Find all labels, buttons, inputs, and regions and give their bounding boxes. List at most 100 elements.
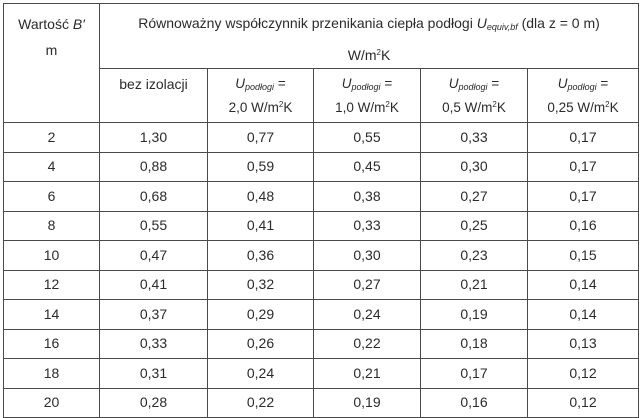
u-value-cell: 0,45 bbox=[313, 151, 421, 182]
table-row: 8 0,55 0,41 0,33 0,25 0,16 bbox=[3, 210, 640, 241]
u-value-cell: 0,19 bbox=[313, 387, 421, 418]
u-value-cell: 0,24 bbox=[207, 358, 314, 389]
col-sup: 2 bbox=[605, 100, 610, 109]
col-unit: K bbox=[389, 100, 399, 115]
col-value: 1,0 W/m bbox=[335, 100, 386, 115]
col-sup: 2 bbox=[278, 100, 284, 109]
b-value-cell: 10 bbox=[3, 240, 100, 271]
b-symbol: B' bbox=[72, 16, 85, 32]
b-value-cell: 6 bbox=[3, 181, 100, 212]
u-value-cell: 0,88 bbox=[99, 151, 208, 182]
b-value-cell: 18 bbox=[3, 358, 100, 389]
u-value-cell: 0,12 bbox=[526, 387, 640, 418]
col-eq: = bbox=[487, 76, 500, 91]
u-value-cell: 0,27 bbox=[313, 269, 421, 300]
u-value-cell: 0,24 bbox=[313, 299, 421, 330]
col-symbol: U bbox=[235, 76, 246, 91]
u-value-cell: 0,21 bbox=[420, 269, 528, 300]
table-row: 12 0,41 0,32 0,27 0,21 0,14 bbox=[3, 269, 640, 300]
col-sup: 2 bbox=[492, 100, 497, 109]
table-row: 4 0,88 0,59 0,45 0,30 0,17 bbox=[3, 151, 640, 182]
table-row: 2 1,30 0,77 0,55 0,33 0,17 bbox=[3, 122, 640, 153]
col-unit: K bbox=[283, 100, 293, 115]
u-value-cell: 0,37 bbox=[99, 299, 208, 330]
col-header-u-0-25: Upodłogi = 0,25 W/m2K bbox=[526, 68, 640, 123]
u-value-cell: 0,30 bbox=[420, 151, 528, 182]
col-value: 2,0 W/m bbox=[228, 100, 279, 115]
u-value-cell: 0,23 bbox=[420, 240, 528, 271]
u-value-cell: 0,21 bbox=[313, 358, 421, 389]
group-unit: W/m bbox=[347, 47, 377, 63]
table-row: 16 0,33 0,26 0,22 0,18 0,13 bbox=[3, 328, 640, 359]
table-row: 10 0,47 0,36 0,30 0,23 0,15 bbox=[3, 240, 640, 271]
b-value-cell: 8 bbox=[3, 210, 100, 241]
u-value-cell: 0,32 bbox=[207, 269, 314, 300]
u-value-cell: 0,33 bbox=[420, 122, 528, 153]
u-value-cell: 0,33 bbox=[99, 328, 208, 359]
col-unit: K bbox=[609, 100, 619, 115]
u-value-cell: 0,28 bbox=[99, 387, 208, 418]
u-value-cell: 0,16 bbox=[420, 387, 528, 418]
col-eq: = bbox=[380, 76, 393, 91]
u-value-cell: 0,13 bbox=[526, 328, 640, 359]
u-value-cell: 0,18 bbox=[420, 328, 528, 359]
col-header-no-insulation: bez izolacji bbox=[99, 68, 208, 123]
u-value-cell: 0,17 bbox=[526, 181, 640, 212]
u-value-cell: 0,55 bbox=[313, 122, 421, 153]
group-unit-post: K bbox=[380, 47, 391, 63]
group-header: Równoważny współczynnik przenikania ciep… bbox=[98, 3, 640, 69]
u-value-cell: 0,33 bbox=[313, 210, 421, 241]
b-value-cell: 16 bbox=[3, 328, 100, 359]
u-value-cell: 0,77 bbox=[207, 122, 314, 153]
table-row: 20 0,28 0,22 0,19 0,16 0,12 bbox=[3, 387, 640, 418]
b-label: Wartość bbox=[18, 16, 73, 32]
b-value-cell: 12 bbox=[3, 269, 100, 300]
u-value-cell: 0,41 bbox=[207, 210, 314, 241]
u-value-cell: 0,17 bbox=[526, 151, 640, 182]
group-condition: (dla z = 0 m) bbox=[517, 15, 600, 31]
col-subscript: podłogi bbox=[567, 82, 597, 92]
u-value-cell: 0,36 bbox=[207, 240, 314, 271]
b-value-cell: 20 bbox=[3, 387, 100, 418]
u-value-cell: 0,12 bbox=[526, 358, 640, 389]
u-value-cell: 0,19 bbox=[420, 299, 528, 330]
col-sup: 2 bbox=[385, 100, 390, 109]
table-row: 6 0,68 0,48 0,38 0,27 0,17 bbox=[3, 181, 640, 212]
group-title: Równoważny współczynnik przenikania ciep… bbox=[138, 15, 477, 31]
u-value-cell: 0,31 bbox=[99, 358, 208, 389]
b-value-cell: 4 bbox=[3, 151, 100, 182]
b-value-cell: 14 bbox=[3, 299, 100, 330]
u-value-cell: 1,30 bbox=[99, 122, 208, 153]
b-value-header: Wartość B' m bbox=[3, 3, 100, 123]
group-subscript: equiv,bf bbox=[486, 22, 518, 32]
col-eq: = bbox=[596, 76, 609, 91]
col-subscript: podłogi bbox=[458, 82, 488, 92]
u-value-cell: 0,55 bbox=[99, 210, 208, 241]
u-value-cell: 0,68 bbox=[99, 181, 208, 212]
u-value-cell: 0,27 bbox=[420, 181, 528, 212]
col-value: 0,25 W/m bbox=[547, 100, 606, 115]
col-header-u-2-0: Upodłogi = 2,0 W/m2K bbox=[207, 68, 314, 123]
col-header-u-1-0: Upodłogi = 1,0 W/m2K bbox=[313, 68, 421, 123]
header-row-1: Wartość B' m Równoważny współczynnik prz… bbox=[3, 3, 640, 123]
u-value-cell: 0,29 bbox=[207, 299, 314, 330]
table-row: 18 0,31 0,24 0,21 0,17 0,12 bbox=[3, 358, 640, 389]
u-value-cell: 0,17 bbox=[420, 358, 528, 389]
u-value-cell: 0,17 bbox=[526, 122, 640, 153]
u-value-cell: 0,26 bbox=[207, 328, 314, 359]
col-label: bez izolacji bbox=[119, 76, 188, 92]
u-value-cell: 0,15 bbox=[526, 240, 640, 271]
col-subscript: podłogi bbox=[351, 82, 381, 92]
col-symbol: U bbox=[448, 76, 459, 91]
b-unit: m bbox=[45, 42, 58, 58]
col-header-u-0-5: Upodłogi = 0,5 W/m2K bbox=[420, 68, 528, 123]
u-value-cell: 0,41 bbox=[99, 269, 208, 300]
b-value-cell: 2 bbox=[3, 122, 100, 153]
col-symbol: U bbox=[557, 76, 568, 91]
u-value-cell: 0,38 bbox=[313, 181, 421, 212]
col-symbol: U bbox=[341, 76, 352, 91]
u-value-cell: 0,25 bbox=[420, 210, 528, 241]
u-equiv-table: Wartość B' m Równoważny współczynnik prz… bbox=[3, 3, 640, 418]
group-symbol: U bbox=[476, 15, 487, 31]
table-row: 14 0,37 0,29 0,24 0,19 0,14 bbox=[3, 299, 640, 330]
